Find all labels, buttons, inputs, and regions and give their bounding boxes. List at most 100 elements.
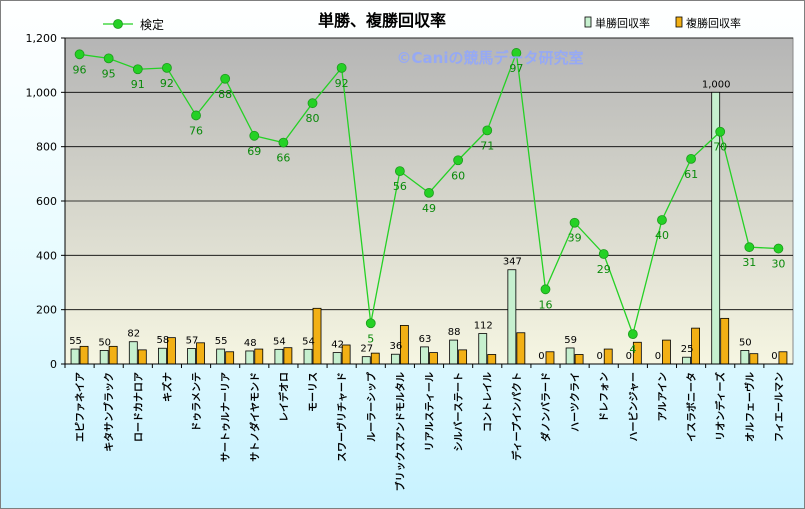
category-label: シルバーステート <box>453 372 465 452</box>
bar-fukusho <box>778 351 788 365</box>
line-point <box>540 284 551 295</box>
legend-swatch-fukusho <box>675 16 683 28</box>
bar-value-label: 112 <box>474 321 493 332</box>
category-label: ダノンバラード <box>539 372 552 442</box>
bar-value-label: 63 <box>419 334 432 345</box>
line-point <box>715 126 726 137</box>
bar-value-label: 36 <box>390 341 403 352</box>
bar-value-label: 0 <box>771 351 777 362</box>
line-point <box>191 110 201 121</box>
bar-fukusho <box>574 354 584 365</box>
line-point <box>249 130 260 141</box>
line-value-label: 91 <box>131 78 145 91</box>
category-label: リオンディーズ <box>714 372 727 441</box>
category-label: フィエールマン <box>773 372 785 442</box>
bar-value-label: 88 <box>448 327 461 338</box>
bar-value-label: 54 <box>273 336 286 347</box>
line-value-label: 97 <box>509 62 523 75</box>
category-label: エピファネイア <box>75 372 87 442</box>
line-point <box>394 166 405 177</box>
category-label: モーリス <box>308 372 320 412</box>
bar-tansho <box>740 350 750 365</box>
bar-fukusho <box>137 349 147 365</box>
line-point <box>365 318 376 329</box>
bar-value-label: 59 <box>564 335 577 346</box>
line-point <box>773 243 784 254</box>
bar-tansho <box>390 353 400 365</box>
bar-value-label: 54 <box>302 336 315 347</box>
line-point <box>336 62 347 73</box>
category-label: スワーヴリチャード <box>336 372 349 462</box>
category-label: ディープインパクト <box>510 372 523 461</box>
bar-fukusho <box>749 353 759 365</box>
bar-value-label: 1,000 <box>702 79 731 90</box>
bar-tansho <box>565 347 575 365</box>
y-tick-label: 0 <box>50 358 57 371</box>
bar-fukusho <box>370 352 380 365</box>
line-value-label: 5 <box>367 332 374 345</box>
bar-fukusho <box>108 345 118 365</box>
bar-tansho <box>158 347 167 365</box>
category-label: ハービンジャー <box>627 372 640 442</box>
bar-value-label: 25 <box>681 344 694 355</box>
bar-value-label: 57 <box>186 336 199 347</box>
y-tick-label: 200 <box>36 304 57 317</box>
category-label: ドゥラメンテ <box>191 372 203 432</box>
gridlines <box>65 37 793 311</box>
category-label: ロードカナロア <box>133 372 145 442</box>
bar-tansho <box>332 352 342 365</box>
line-value-label: 49 <box>422 202 436 215</box>
line-value-label: 92 <box>335 77 349 90</box>
category-label: ハーツクライ <box>570 372 582 432</box>
legend-label-tansho: 単勝回収率 <box>595 16 650 30</box>
line-point <box>132 64 143 75</box>
bar-fukusho <box>545 351 555 365</box>
line-point <box>74 49 85 60</box>
line-series <box>74 48 784 340</box>
line-value-label: 76 <box>189 124 203 137</box>
bar-value-label: 0 <box>655 351 661 362</box>
line-point <box>744 242 755 253</box>
legend: 検定 単勝回収率 複勝回収率 <box>103 16 741 32</box>
line-point <box>686 153 696 164</box>
line-value-label: 40 <box>655 229 669 242</box>
bar-tansho <box>478 333 488 365</box>
line-point <box>511 48 522 58</box>
line-value-label: 92 <box>160 77 174 90</box>
category-label: コントレイル <box>482 372 494 432</box>
line-value-label: 71 <box>480 139 494 152</box>
line-value-label: 29 <box>597 263 611 276</box>
bar-tansho <box>303 348 313 365</box>
y-tick-label: 800 <box>36 141 57 154</box>
legend-swatch-tansho <box>584 16 592 28</box>
line-value-label: 80 <box>306 112 320 125</box>
category-label: オルフェーヴル <box>743 372 756 442</box>
bar-fukusho <box>603 348 613 365</box>
bar-tansho <box>682 356 691 365</box>
bar-fukusho <box>458 349 468 365</box>
line-value-label: 96 <box>73 63 87 76</box>
y-tick-label: 1,000 <box>26 86 58 99</box>
line-point <box>424 187 434 198</box>
line-point <box>453 155 464 166</box>
line-point <box>627 329 638 340</box>
bar-value-label: 82 <box>127 329 140 340</box>
bar-fukusho <box>516 332 526 365</box>
line-value-label: 31 <box>742 256 756 269</box>
bar-fukusho <box>487 354 497 365</box>
bar-fukusho <box>429 352 438 365</box>
line-point <box>598 249 609 259</box>
bar-value-label: 42 <box>331 340 344 351</box>
category-label: アルアイン <box>657 372 669 421</box>
bar-tansho <box>361 356 371 365</box>
bar-tansho <box>187 348 196 365</box>
y-tick-label: 400 <box>36 249 57 262</box>
line-point <box>307 98 318 109</box>
category-label: ドレフォン <box>599 372 611 422</box>
bar-value-label: 0 <box>538 351 544 362</box>
bar-value-label: 27 <box>360 344 373 355</box>
bar-fukusho <box>662 339 671 365</box>
bar-value-label: 347 <box>503 257 522 268</box>
line-point <box>278 137 289 148</box>
